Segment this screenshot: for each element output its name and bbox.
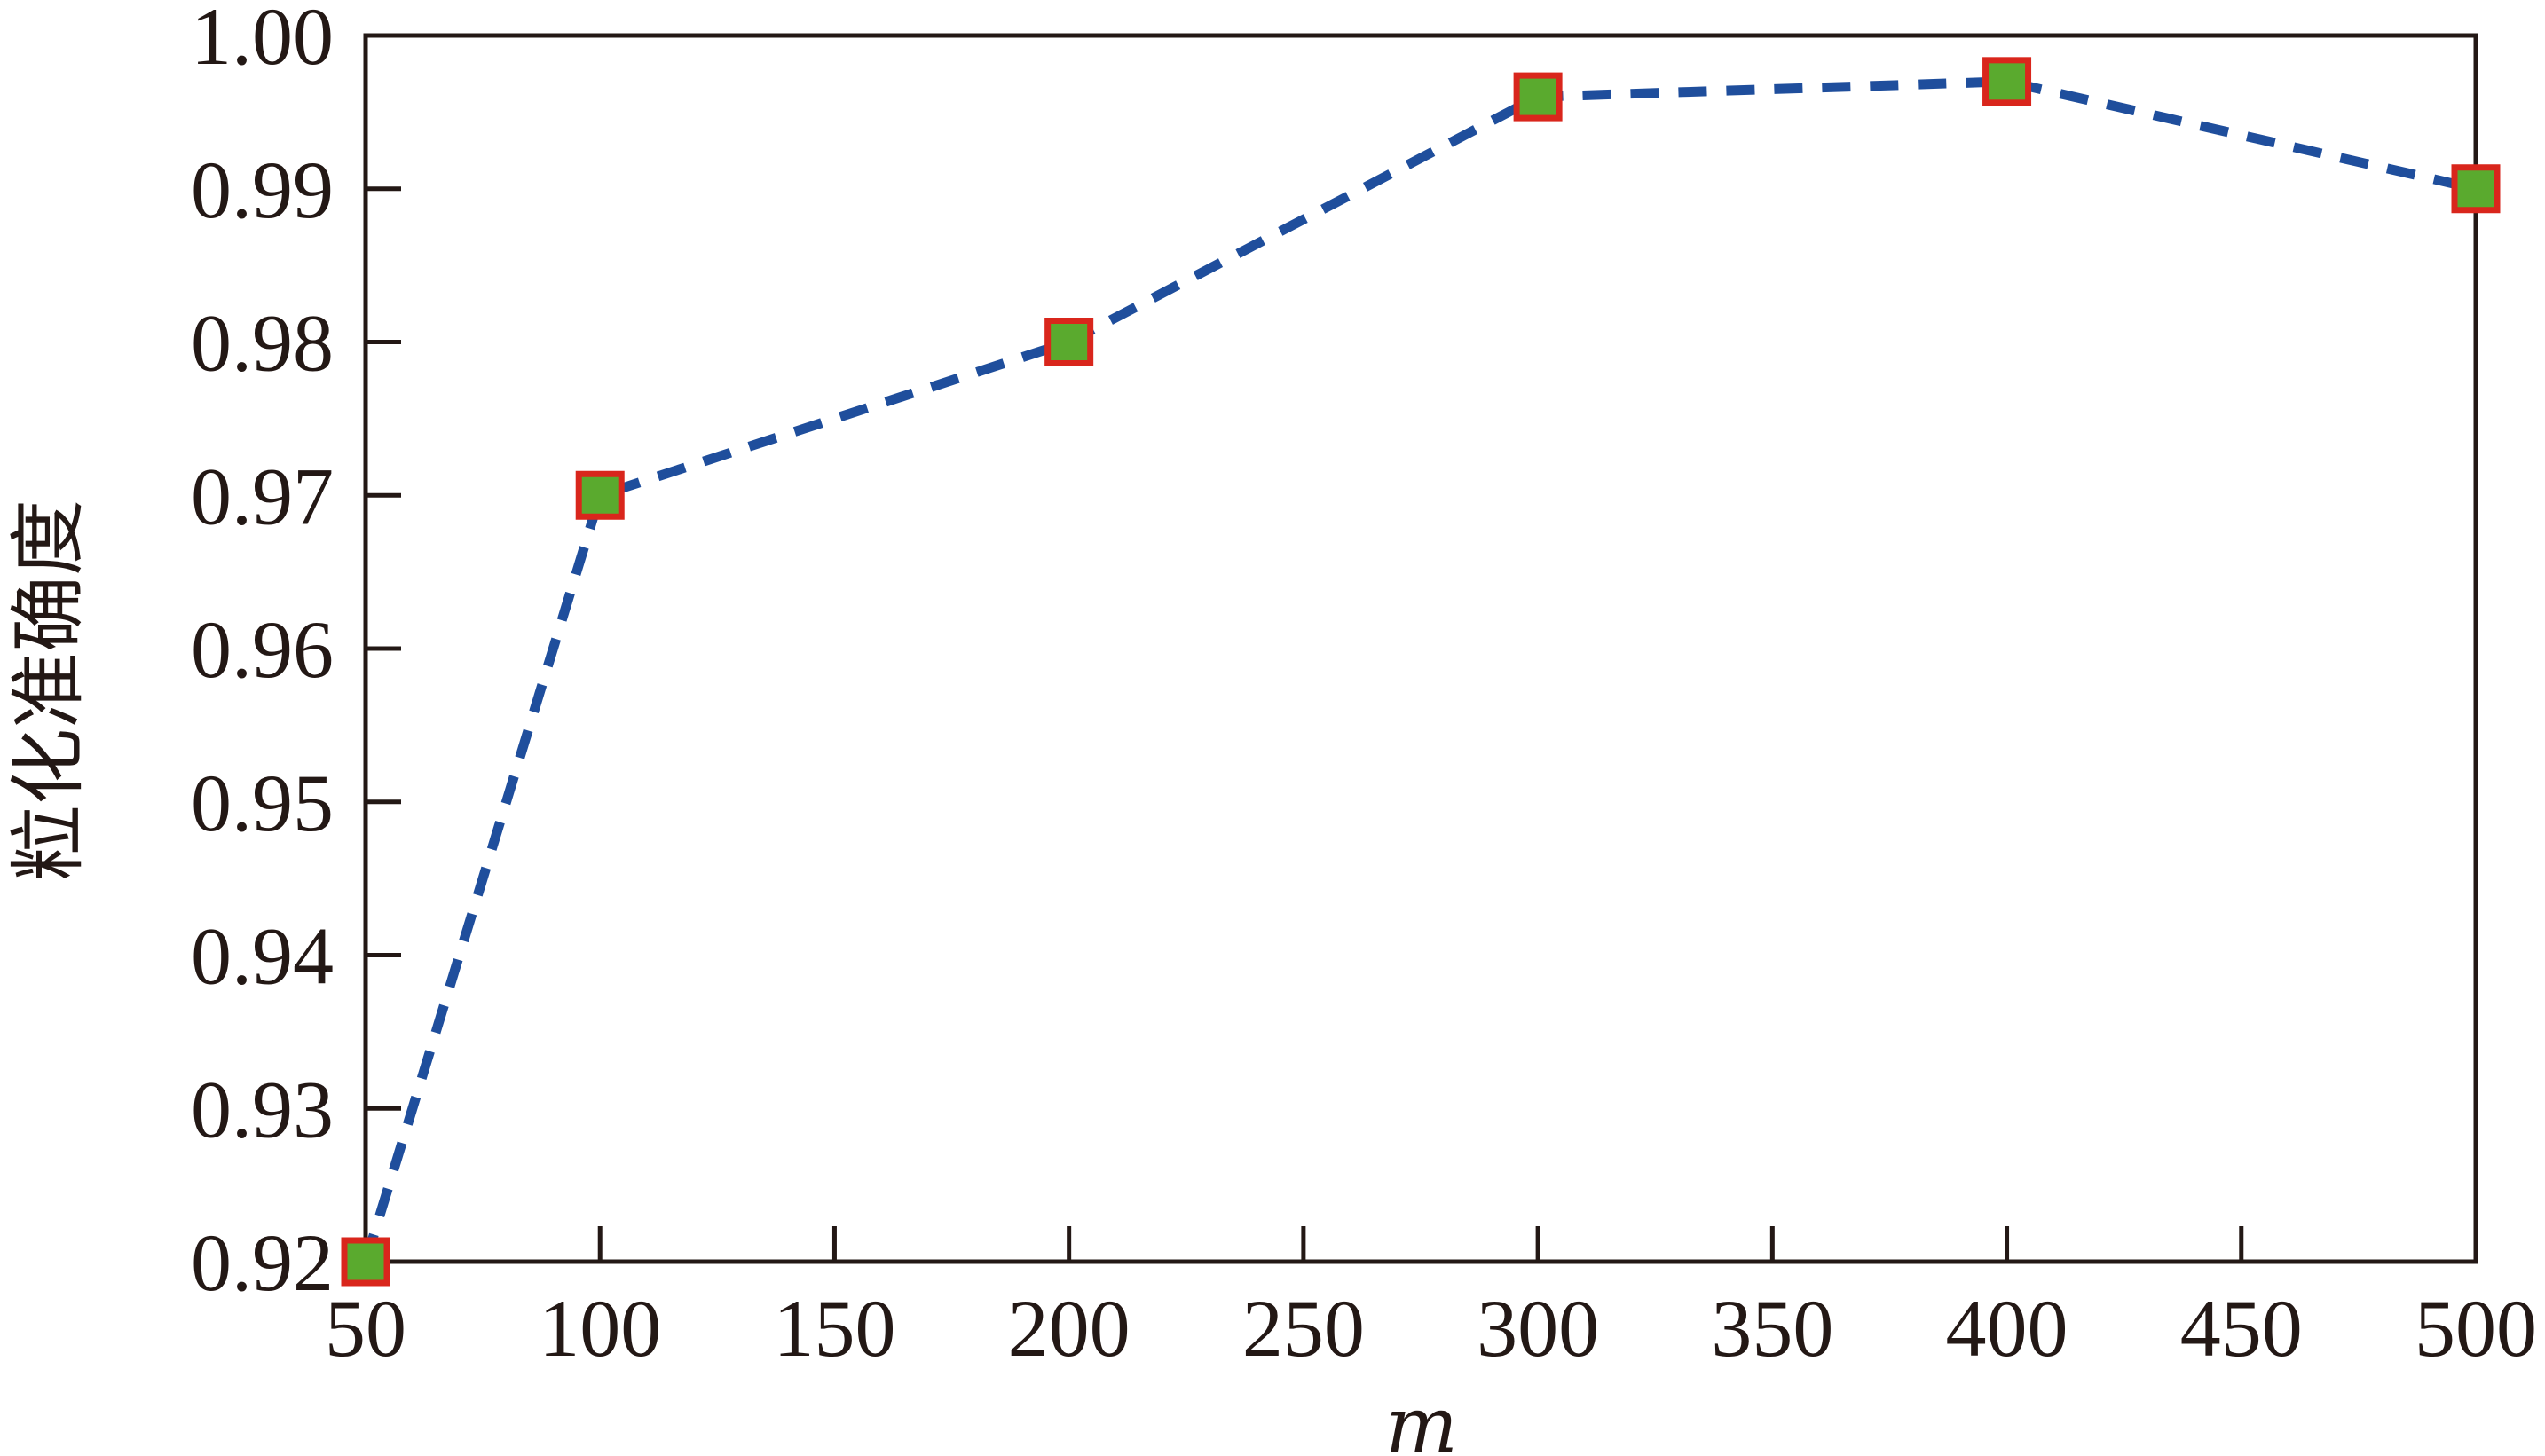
y-tick-label: 1.00 xyxy=(191,0,334,82)
y-tick-label: 0.96 xyxy=(191,604,334,695)
y-tick-label: 0.92 xyxy=(191,1217,334,1308)
plot-area: 0.92 0.93 0.94 0.95 0.96 0.97 0.98 0.99 1.00 50 10… xyxy=(191,0,2537,1373)
x-tick-label: 400 xyxy=(1946,1283,2068,1373)
y-tick-label: 0.97 xyxy=(191,451,334,541)
series-line xyxy=(360,76,2478,1263)
y-tick-label: 0.99 xyxy=(191,145,334,235)
y-tick-label: 0.94 xyxy=(191,911,334,1002)
x-axis-label: m xyxy=(1385,1381,1458,1456)
x-tick-label: 450 xyxy=(2180,1283,2303,1373)
y-axis-label: 粒化准确度 xyxy=(4,500,93,881)
data-point-marker xyxy=(1982,57,2032,106)
data-point-marker xyxy=(2451,164,2501,214)
x-tick-label: 300 xyxy=(1477,1283,1599,1373)
x-tick-label: 50 xyxy=(325,1283,406,1373)
x-tick-label: 100 xyxy=(539,1283,661,1373)
y-tick-label: 0.98 xyxy=(191,298,334,389)
x-tick-label: 250 xyxy=(1242,1283,1365,1373)
y-tick-label: 0.93 xyxy=(191,1064,334,1154)
data-point-marker xyxy=(1044,318,1094,366)
x-tick-label: 500 xyxy=(2415,1283,2537,1373)
x-tick-label: 150 xyxy=(773,1283,895,1373)
y-tick-label: 0.95 xyxy=(191,758,334,848)
x-tick-label: 350 xyxy=(1711,1283,1833,1373)
data-point-marker xyxy=(341,1237,390,1287)
data-point-marker xyxy=(575,470,625,520)
data-point-marker xyxy=(1513,72,1563,122)
x-tick-label: 200 xyxy=(1008,1283,1131,1373)
